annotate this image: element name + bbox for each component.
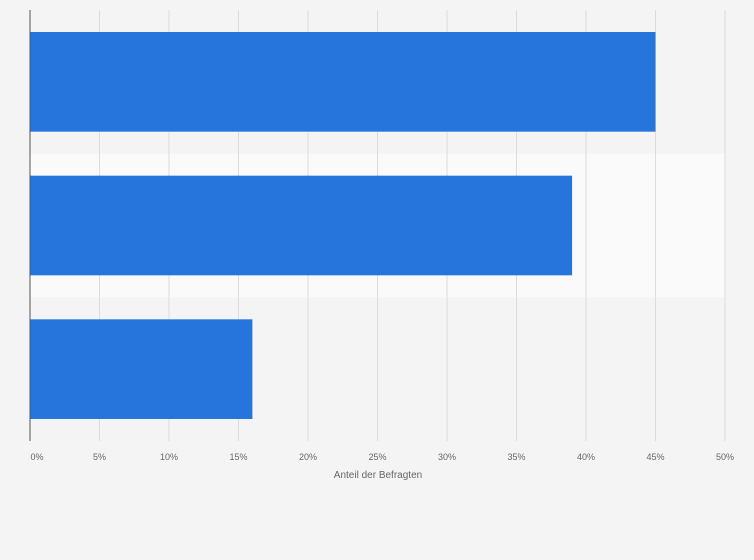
- x-tick-label: 10%: [160, 452, 178, 462]
- x-tick-label: 40%: [577, 452, 595, 462]
- bar: [30, 32, 656, 132]
- x-tick-label: 20%: [299, 452, 317, 462]
- x-tick-label: 5%: [93, 452, 106, 462]
- x-axis-label: Anteil der Befragten: [334, 470, 422, 481]
- x-tick-label: 0%: [30, 452, 43, 462]
- x-tick-labels: 0% 5% 10% 15% 20% 25% 30% 35% 40% 45% 50%: [30, 452, 734, 462]
- x-tick-label: 30%: [438, 452, 456, 462]
- bar: [30, 319, 253, 419]
- bars: [30, 32, 656, 419]
- x-tick-label: 45%: [646, 452, 664, 462]
- x-tick-label: 15%: [229, 452, 247, 462]
- x-tick-label: 25%: [368, 452, 386, 462]
- x-tick-label: 50%: [716, 452, 734, 462]
- x-tick-label: 35%: [507, 452, 525, 462]
- bar: [30, 175, 573, 276]
